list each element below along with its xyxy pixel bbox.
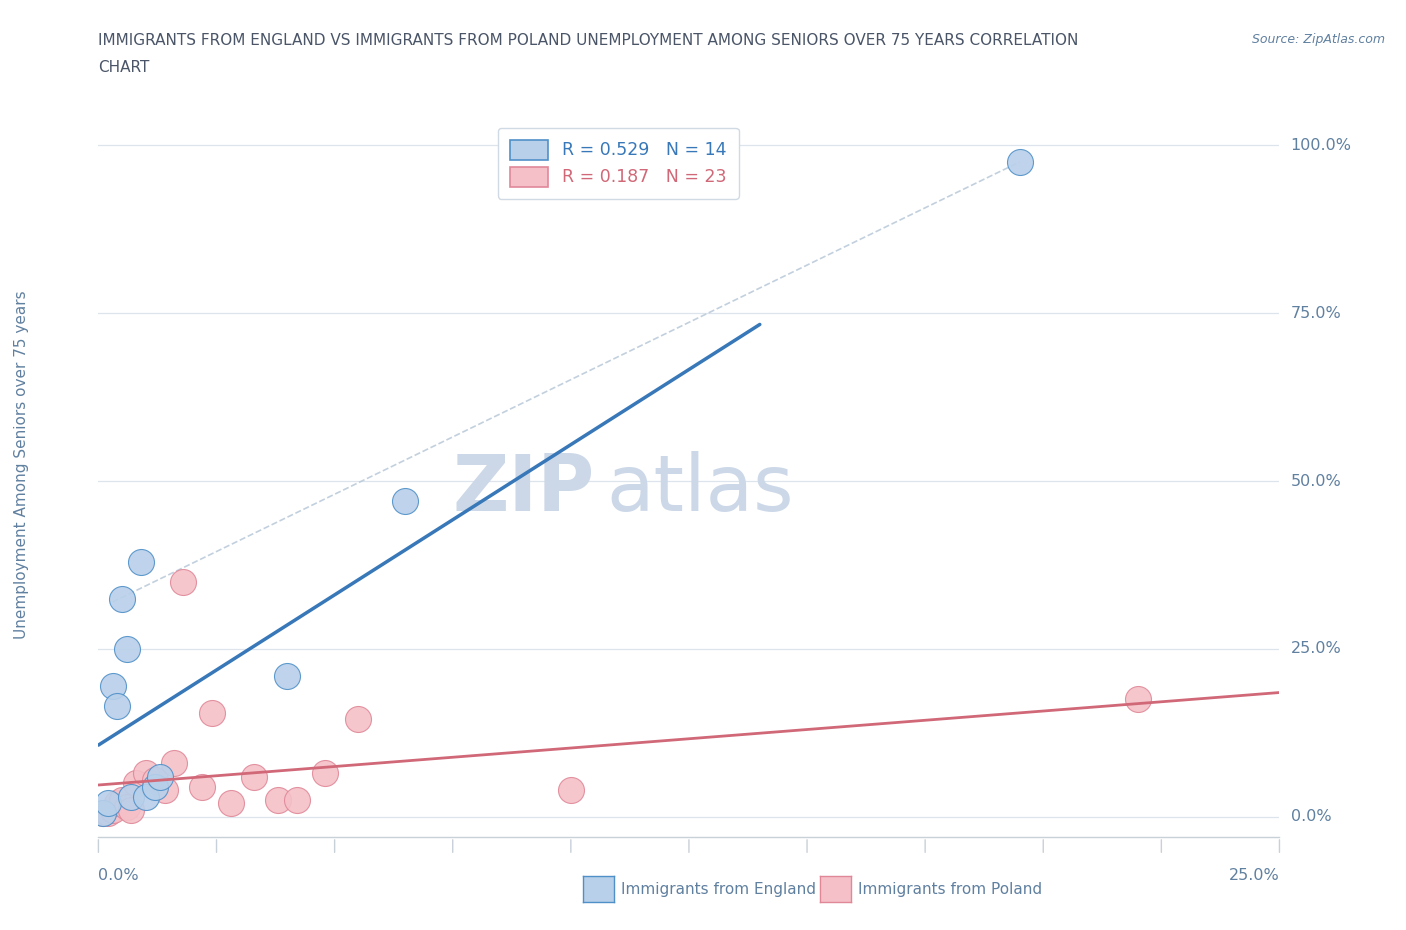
Point [149, 769, 172, 784]
Point [105, 796, 128, 811]
Point [101, 679, 124, 694]
Point [97, 806, 120, 821]
Point [143, 773, 166, 788]
Point [101, 803, 124, 817]
Text: Immigrants from England: Immigrants from England [621, 882, 817, 897]
Point [121, 803, 143, 817]
Text: 25.0%: 25.0% [1291, 642, 1341, 657]
Point [560, 782, 582, 797]
Point [143, 779, 166, 794]
Point [135, 765, 157, 780]
Point [91, 806, 114, 821]
Text: 0.0%: 0.0% [1291, 809, 1331, 824]
Point [285, 792, 308, 807]
Point [129, 554, 152, 569]
Point [111, 591, 134, 606]
Point [1008, 154, 1031, 169]
Point [276, 669, 298, 684]
Point [163, 756, 186, 771]
Text: 0.0%: 0.0% [98, 868, 139, 883]
Text: 100.0%: 100.0% [1291, 138, 1351, 153]
Point [91, 806, 114, 821]
Text: 50.0%: 50.0% [1291, 473, 1341, 488]
Text: IMMIGRANTS FROM ENGLAND VS IMMIGRANTS FROM POLAND UNEMPLOYMENT AMONG SENIORS OVE: IMMIGRANTS FROM ENGLAND VS IMMIGRANTS FR… [98, 33, 1078, 47]
Point [219, 796, 242, 811]
Text: Source: ZipAtlas.com: Source: ZipAtlas.com [1251, 33, 1385, 46]
Point [105, 698, 128, 713]
Point [267, 792, 290, 807]
Point [347, 712, 370, 727]
Point [125, 776, 148, 790]
Text: Immigrants from Poland: Immigrants from Poland [858, 882, 1042, 897]
Point [135, 790, 157, 804]
Point [111, 792, 134, 807]
Legend: R = 0.529   N = 14, R = 0.187   N = 23: R = 0.529 N = 14, R = 0.187 N = 23 [498, 127, 738, 199]
Text: Unemployment Among Seniors over 75 years: Unemployment Among Seniors over 75 years [14, 291, 28, 639]
Text: 25.0%: 25.0% [1229, 868, 1279, 883]
Point [153, 782, 176, 797]
Point [115, 800, 138, 815]
Point [172, 575, 194, 590]
Point [394, 494, 416, 509]
Point [121, 790, 143, 804]
Point [243, 769, 266, 784]
Text: ZIP: ZIP [453, 451, 595, 526]
Point [191, 779, 214, 794]
Text: 75.0%: 75.0% [1291, 306, 1341, 321]
Point [115, 642, 138, 657]
Text: atlas: atlas [606, 451, 794, 526]
Point [97, 796, 120, 811]
Point [314, 765, 336, 780]
Point [201, 705, 224, 720]
Text: CHART: CHART [98, 60, 150, 75]
Point [1126, 692, 1149, 707]
